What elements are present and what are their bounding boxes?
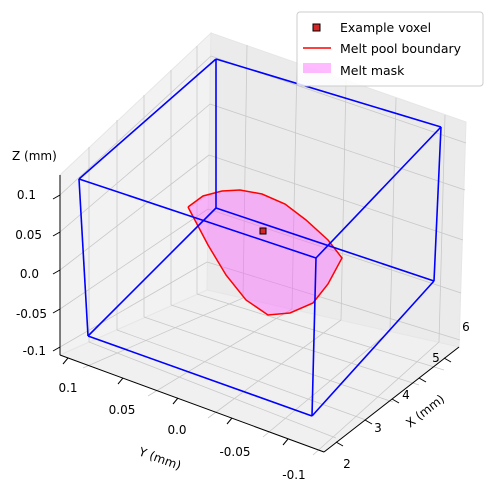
z-tick-label: -0.05 bbox=[16, 307, 47, 321]
y-tick-label: 0.1 bbox=[58, 381, 77, 395]
z-tick-label: 0.0 bbox=[20, 267, 39, 281]
x-tick-label: 2 bbox=[343, 457, 351, 471]
box-edge bbox=[311, 257, 317, 417]
example-voxel-marker bbox=[259, 227, 267, 235]
z-tick-label: 0.1 bbox=[17, 188, 36, 202]
box-edge bbox=[87, 335, 313, 417]
x-tick-label: 5 bbox=[432, 351, 440, 365]
y-tick-labels: 0.1 0.05 0.0 -0.05 -0.1 bbox=[58, 381, 305, 482]
z-axis-label: Z (mm) bbox=[12, 149, 57, 163]
box-edge bbox=[78, 178, 317, 259]
axis-spines bbox=[59, 175, 460, 453]
x-tick-label: 3 bbox=[374, 421, 382, 435]
box-edge bbox=[78, 58, 217, 180]
box-edge bbox=[433, 126, 442, 282]
legend-frame bbox=[296, 11, 484, 87]
box-edge bbox=[215, 58, 442, 128]
legend-label: Example voxel bbox=[340, 20, 431, 35]
y-tick-label: 0.05 bbox=[109, 403, 136, 417]
box-edge bbox=[315, 126, 442, 259]
y-tick-label: -0.05 bbox=[219, 445, 250, 459]
y-axis-label: Y (mm) bbox=[136, 444, 183, 473]
legend: Example voxel Melt pool boundary Melt ma… bbox=[296, 11, 484, 87]
x-tick-label: 4 bbox=[402, 388, 410, 402]
legend-mask-swatch bbox=[303, 63, 331, 73]
x-tick-label: 6 bbox=[462, 320, 470, 334]
z-tick-label: 0.05 bbox=[15, 228, 42, 242]
legend-label: Melt mask bbox=[340, 63, 405, 78]
melt-pool-boundary-line bbox=[187, 189, 343, 316]
box-edge bbox=[78, 178, 89, 337]
melt-mask-fill bbox=[188, 190, 342, 315]
legend-label: Melt pool boundary bbox=[340, 41, 462, 56]
box-edge bbox=[87, 207, 217, 337]
box-edge bbox=[215, 207, 435, 282]
y-tick-label: 0.0 bbox=[167, 423, 186, 437]
y-tick-label: -0.1 bbox=[282, 468, 305, 482]
box-edge bbox=[311, 280, 435, 417]
z-tick-label: -0.1 bbox=[23, 344, 46, 358]
x-tick-labels: 2 3 4 5 6 bbox=[343, 320, 470, 471]
legend-voxel-swatch bbox=[312, 23, 321, 32]
grid-lines bbox=[59, 44, 467, 456]
z-tick-labels: 0.1 0.05 0.0 -0.05 -0.1 bbox=[15, 188, 47, 358]
tick-marks bbox=[52, 194, 452, 447]
domain-box bbox=[78, 58, 442, 417]
